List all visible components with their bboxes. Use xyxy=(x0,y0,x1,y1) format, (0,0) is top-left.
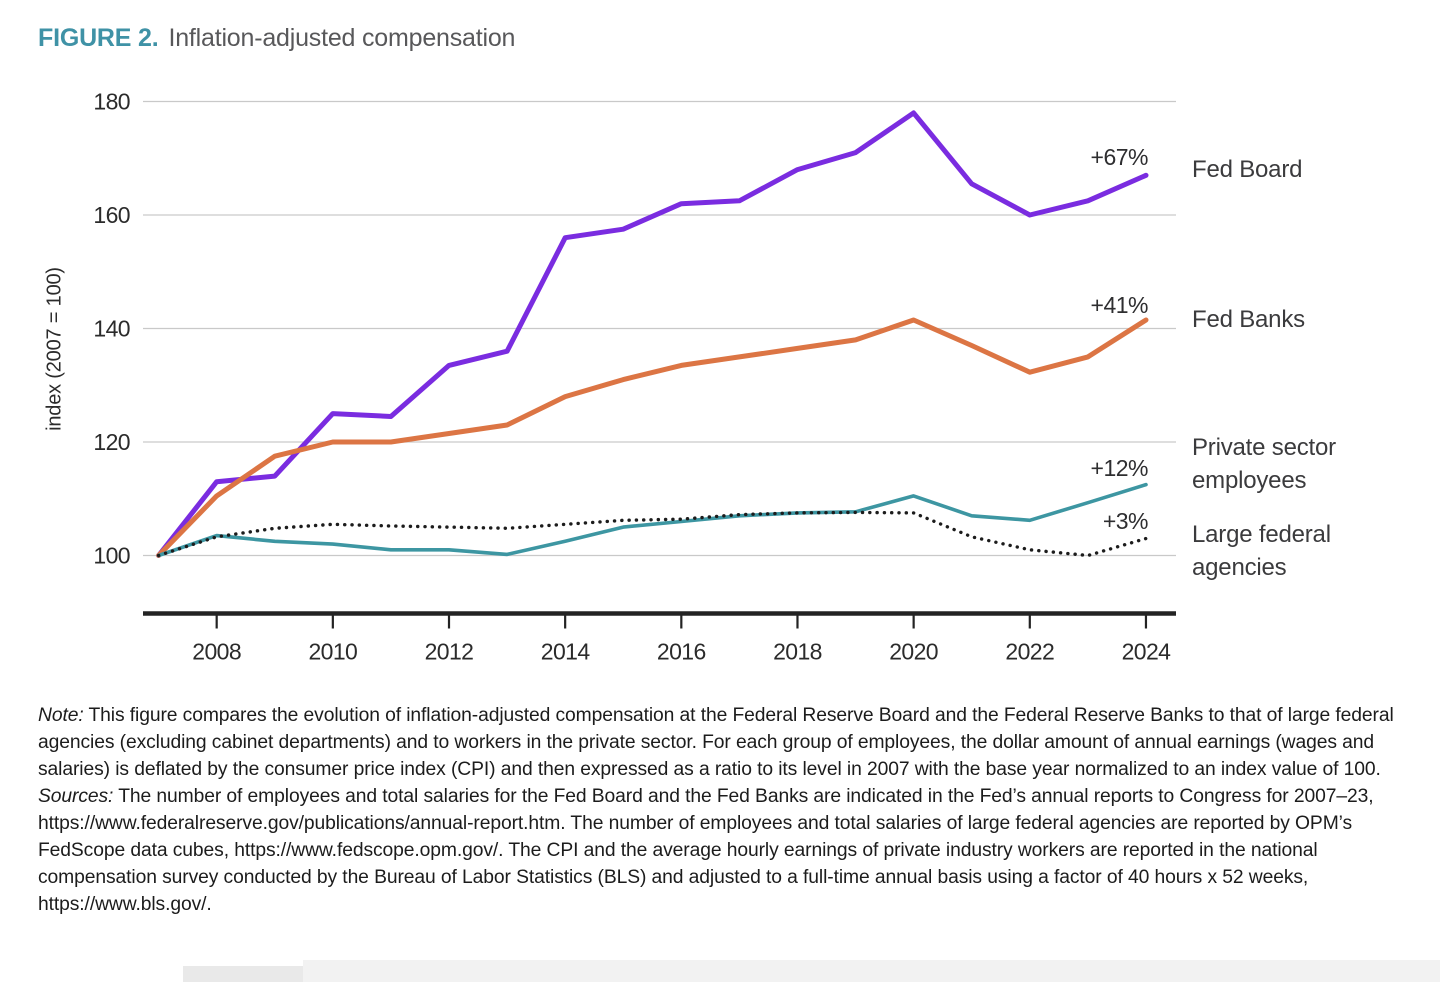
x-tick-label: 2024 xyxy=(1122,639,1172,665)
figure-name: Inflation-adjusted compensation xyxy=(168,24,516,52)
y-axis-title: index (2007 = 100) xyxy=(43,267,66,431)
annotation-private-sector-pct: +12% xyxy=(1090,455,1149,481)
series-label-fed-banks: Fed Banks xyxy=(1192,306,1305,333)
sources-text: The number of employees and total salari… xyxy=(38,786,1374,915)
series-line-private-sector-employees xyxy=(156,482,1148,558)
note-label: Note: xyxy=(38,705,84,726)
y-tick-label: 160 xyxy=(93,202,130,228)
note-paragraph: Note: This figure compares the evolution… xyxy=(38,702,1400,783)
series-line-fed-banks xyxy=(156,317,1149,558)
series-label-fed-board: Fed Board xyxy=(1192,156,1303,183)
x-tick-label: 2014 xyxy=(541,639,591,665)
series-label-large-federal: Large federal agencies xyxy=(1192,521,1331,581)
series-line-large-federal-agencies xyxy=(156,510,1148,558)
figure-label: FIGURE 2. xyxy=(38,24,159,52)
x-tick-label: 2010 xyxy=(308,639,357,665)
x-tick-label: 2008 xyxy=(192,639,241,665)
sources-paragraph: Sources: The number of employees and tot… xyxy=(38,783,1400,918)
series-label-private-sector: Private sector employees xyxy=(1192,434,1336,494)
y-tick-label: 180 xyxy=(93,89,130,115)
x-tick-label: 2022 xyxy=(1005,639,1054,665)
x-tick-label: 2018 xyxy=(773,639,822,665)
figure-title: FIGURE 2. Inflation-adjusted compensation xyxy=(38,24,515,53)
cropped-content-below xyxy=(303,960,1440,982)
x-tick-label: 2012 xyxy=(425,639,474,665)
annotation-fed-banks-pct: +41% xyxy=(1090,292,1149,318)
series-line-fed-board xyxy=(156,110,1149,558)
figure-notes: Note: This figure compares the evolution… xyxy=(38,702,1400,918)
note-text: This figure compares the evolution of in… xyxy=(38,705,1394,780)
annotation-large-federal-pct: +3% xyxy=(1102,508,1149,534)
x-tick-label: 2016 xyxy=(657,639,706,665)
y-tick-label: 120 xyxy=(93,429,130,455)
y-tick-label: 140 xyxy=(93,316,130,342)
line-chart: 100 120 140 160 180 2008 2010 2012 2014 2016 2018 2… xyxy=(93,89,1176,665)
y-tick-label: 100 xyxy=(93,543,130,569)
cropped-content-below xyxy=(183,966,303,982)
sources-label: Sources: xyxy=(38,786,114,807)
x-tick-label: 2020 xyxy=(889,639,938,665)
annotation-fed-board-pct: +67% xyxy=(1090,144,1149,170)
